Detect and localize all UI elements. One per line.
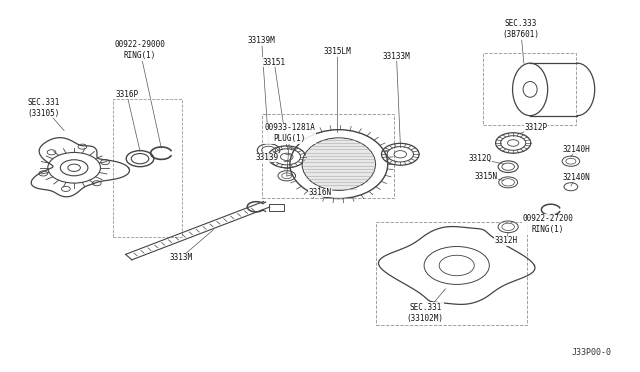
Text: 3312H: 3312H	[495, 236, 518, 245]
Text: 00933-1281A
PLUG(1): 00933-1281A PLUG(1)	[264, 123, 316, 143]
Text: SEC.331
(33105): SEC.331 (33105)	[28, 97, 60, 118]
Text: J33P00-0: J33P00-0	[572, 347, 612, 357]
Text: 33139: 33139	[255, 153, 278, 162]
Text: 32140H: 32140H	[562, 145, 590, 154]
Text: 3316N: 3316N	[308, 188, 332, 197]
Text: 3315LM: 3315LM	[323, 47, 351, 56]
Text: 33133M: 33133M	[383, 52, 410, 61]
Text: 3315N: 3315N	[475, 171, 498, 181]
Text: 33139M: 33139M	[248, 36, 276, 45]
Text: SEC.333
(3B7601): SEC.333 (3B7601)	[502, 19, 540, 39]
Text: 3313M: 3313M	[169, 253, 193, 262]
Text: 3312Q: 3312Q	[468, 154, 492, 163]
Text: 00922-29000
RING(1): 00922-29000 RING(1)	[115, 40, 165, 60]
Text: SEC.331
(33102M): SEC.331 (33102M)	[407, 303, 444, 323]
Text: 3312P: 3312P	[525, 123, 548, 132]
Text: 33151: 33151	[262, 58, 286, 67]
Text: 00922-27200
RING(1): 00922-27200 RING(1)	[522, 214, 573, 234]
Bar	[269, 204, 284, 211]
Ellipse shape	[303, 139, 374, 190]
Text: 32140N: 32140N	[562, 173, 590, 182]
Text: 3316P: 3316P	[115, 90, 138, 99]
